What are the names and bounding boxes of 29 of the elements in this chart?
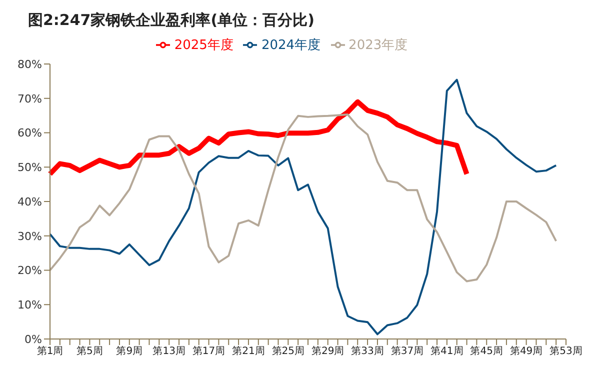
y-tick-label: 10% — [18, 298, 42, 312]
legend-label: 2025年度 — [174, 38, 234, 53]
line-series — [49, 78, 558, 336]
chart-title: 图2:247家钢铁企业盈利率(单位：百分比) — [27, 10, 316, 31]
x-tick-label: 第17周 — [192, 345, 226, 358]
x-tick-label: 第37周 — [390, 345, 424, 358]
x-tick-label: 第5周 — [76, 345, 103, 358]
y-tick-label: 60% — [18, 126, 42, 140]
x-tick-label: 第25周 — [272, 345, 305, 358]
legend-label: 2024年度 — [261, 38, 321, 53]
x-tick-label: 第1周 — [36, 345, 64, 358]
y-tick-label: 20% — [18, 264, 42, 278]
y-tick-label: 80% — [18, 58, 42, 71]
x-tick-label: 第29周 — [311, 345, 344, 358]
y-tick-label: 0% — [24, 332, 42, 346]
x-tick-label: 第49周 — [510, 345, 543, 358]
x-tick-label: 第41周 — [430, 345, 464, 358]
y-tick-label: 50% — [18, 161, 42, 174]
x-tick-label: 第33周 — [351, 345, 384, 358]
x-tick-label: 第13周 — [152, 345, 186, 358]
y-tick-label: 30% — [18, 230, 42, 243]
line-series — [49, 114, 558, 282]
x-tick-label: 第53周 — [550, 345, 582, 358]
legend-label: 2023年度 — [348, 38, 408, 53]
x-tick-label: 第21周 — [232, 345, 265, 358]
x-tick-label: 第45周 — [470, 345, 503, 358]
y-tick-label: 70% — [18, 92, 42, 106]
y-tick-label: 40% — [18, 195, 42, 208]
x-tick-label: 第9周 — [116, 345, 143, 358]
